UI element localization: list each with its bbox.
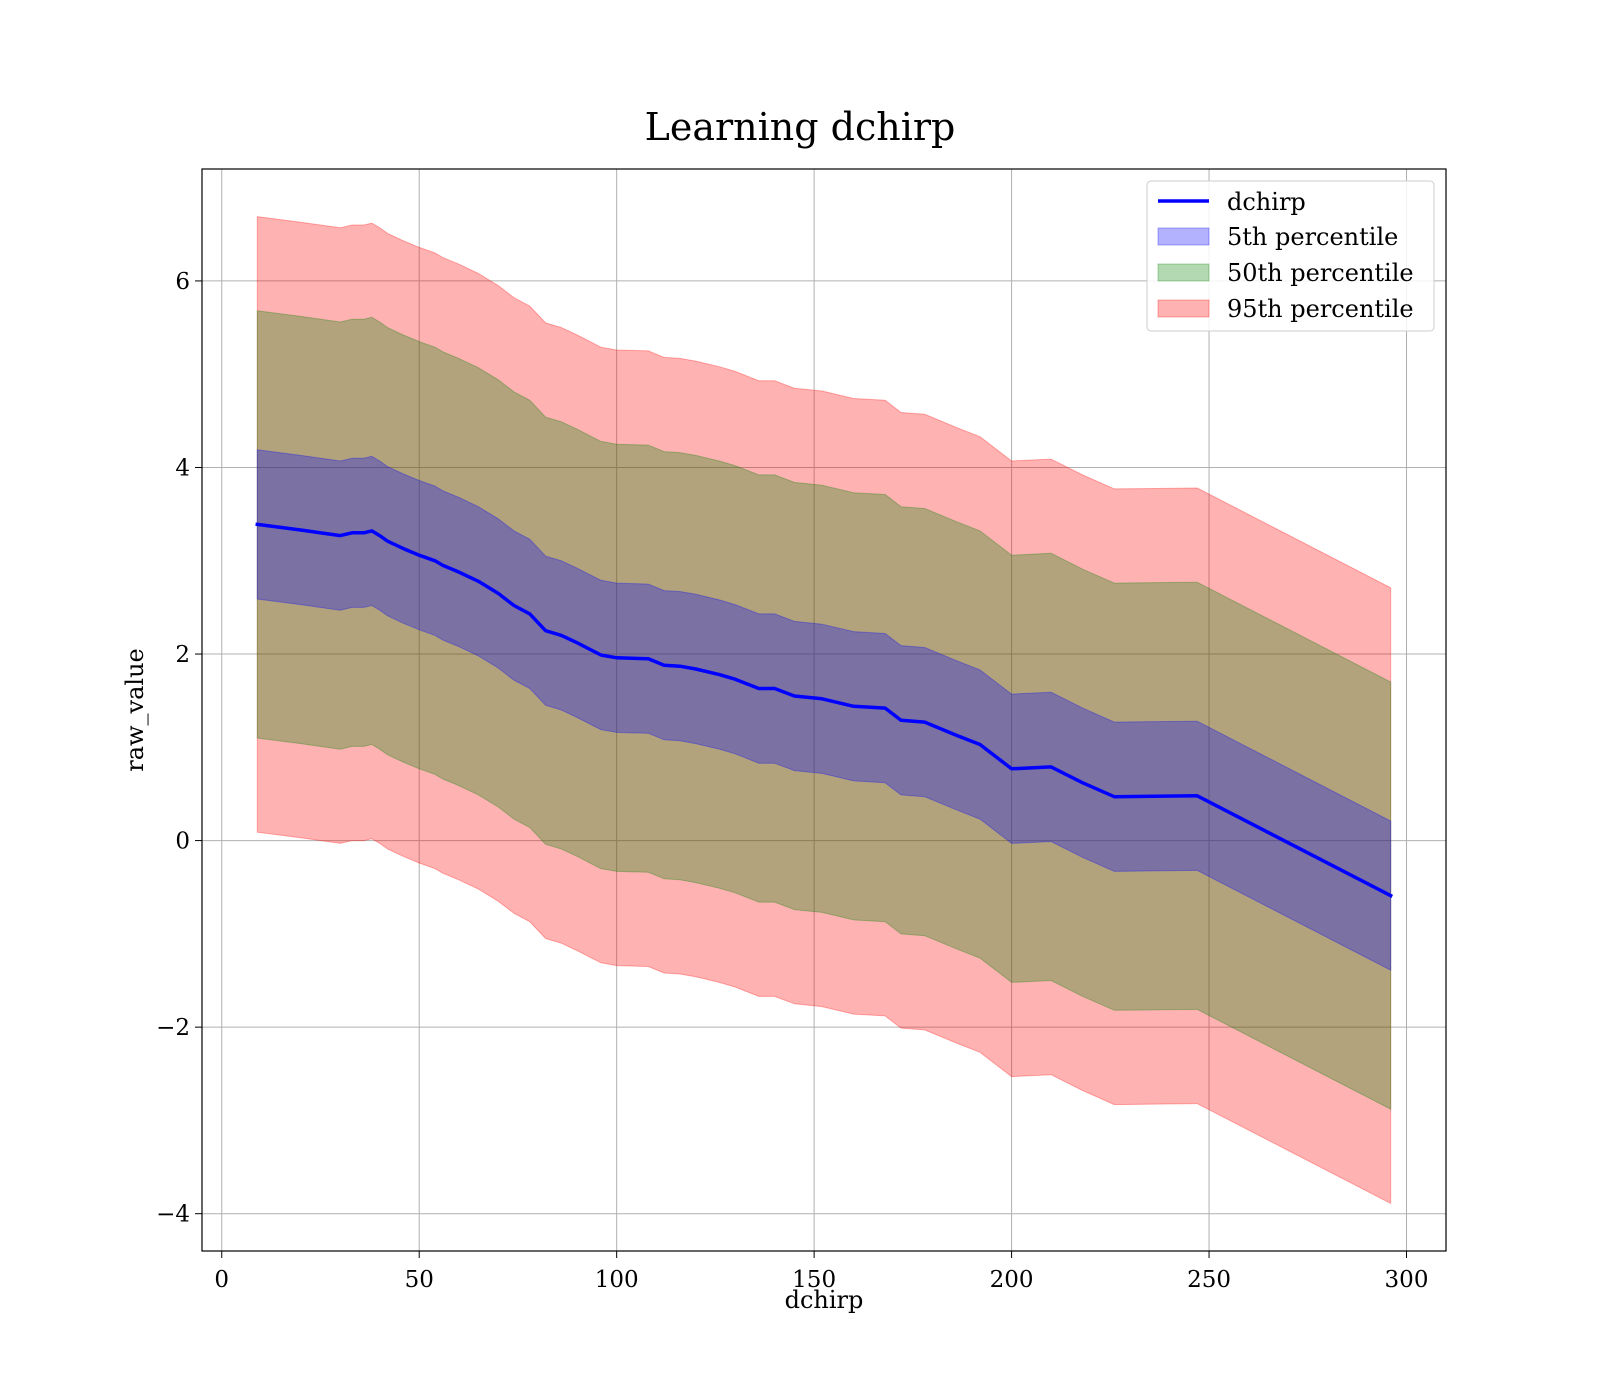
chart-title: Learning dchirp xyxy=(645,105,956,149)
y-tick-label: 2 xyxy=(175,642,190,668)
y-tick-label: −4 xyxy=(156,1202,190,1228)
line-dchirp xyxy=(255,522,1394,898)
x-tick-label: 0 xyxy=(214,1267,229,1293)
legend: dchirp 5th percentile 50th percentile 95… xyxy=(1146,180,1435,332)
x-tick-label: 150 xyxy=(792,1267,836,1293)
y-tick-label: −2 xyxy=(156,1015,190,1041)
x-tick-label: 300 xyxy=(1385,1267,1429,1293)
x-tick-label: 250 xyxy=(1187,1267,1231,1293)
legend-frame xyxy=(1146,180,1435,332)
series-line xyxy=(255,522,1394,898)
y-tick-label: 6 xyxy=(175,269,190,295)
legend-swatch-95th xyxy=(1157,299,1210,318)
legend-label-5th: 5th percentile xyxy=(1227,223,1398,251)
band-50th-percentile xyxy=(256,310,1392,1111)
legend-label-50th: 50th percentile xyxy=(1227,259,1414,287)
band-5th-percentile xyxy=(256,449,1392,972)
y-tick-label: 4 xyxy=(175,455,190,481)
x-tick-label: 200 xyxy=(990,1267,1034,1293)
axis-ticks: 0 50 100 150 200 250 300 −4 −2 0 2 4 6 xyxy=(156,269,1428,1293)
legend-swatch-5th xyxy=(1157,227,1210,246)
band-95th-percentile xyxy=(256,216,1392,1205)
plot-frame xyxy=(201,168,1447,1252)
x-tick-label: 100 xyxy=(595,1267,639,1293)
percentile-bands xyxy=(256,216,1392,1205)
y-tick-label: 0 xyxy=(175,829,190,855)
legend-label-dchirp: dchirp xyxy=(1227,188,1306,216)
y-axis-label: raw_value xyxy=(121,648,149,772)
legend-swatch-50th xyxy=(1157,263,1210,282)
x-tick-label: 50 xyxy=(405,1267,434,1293)
legend-label-95th: 95th percentile xyxy=(1227,295,1414,323)
x-axis-label: dchirp xyxy=(785,1286,864,1314)
